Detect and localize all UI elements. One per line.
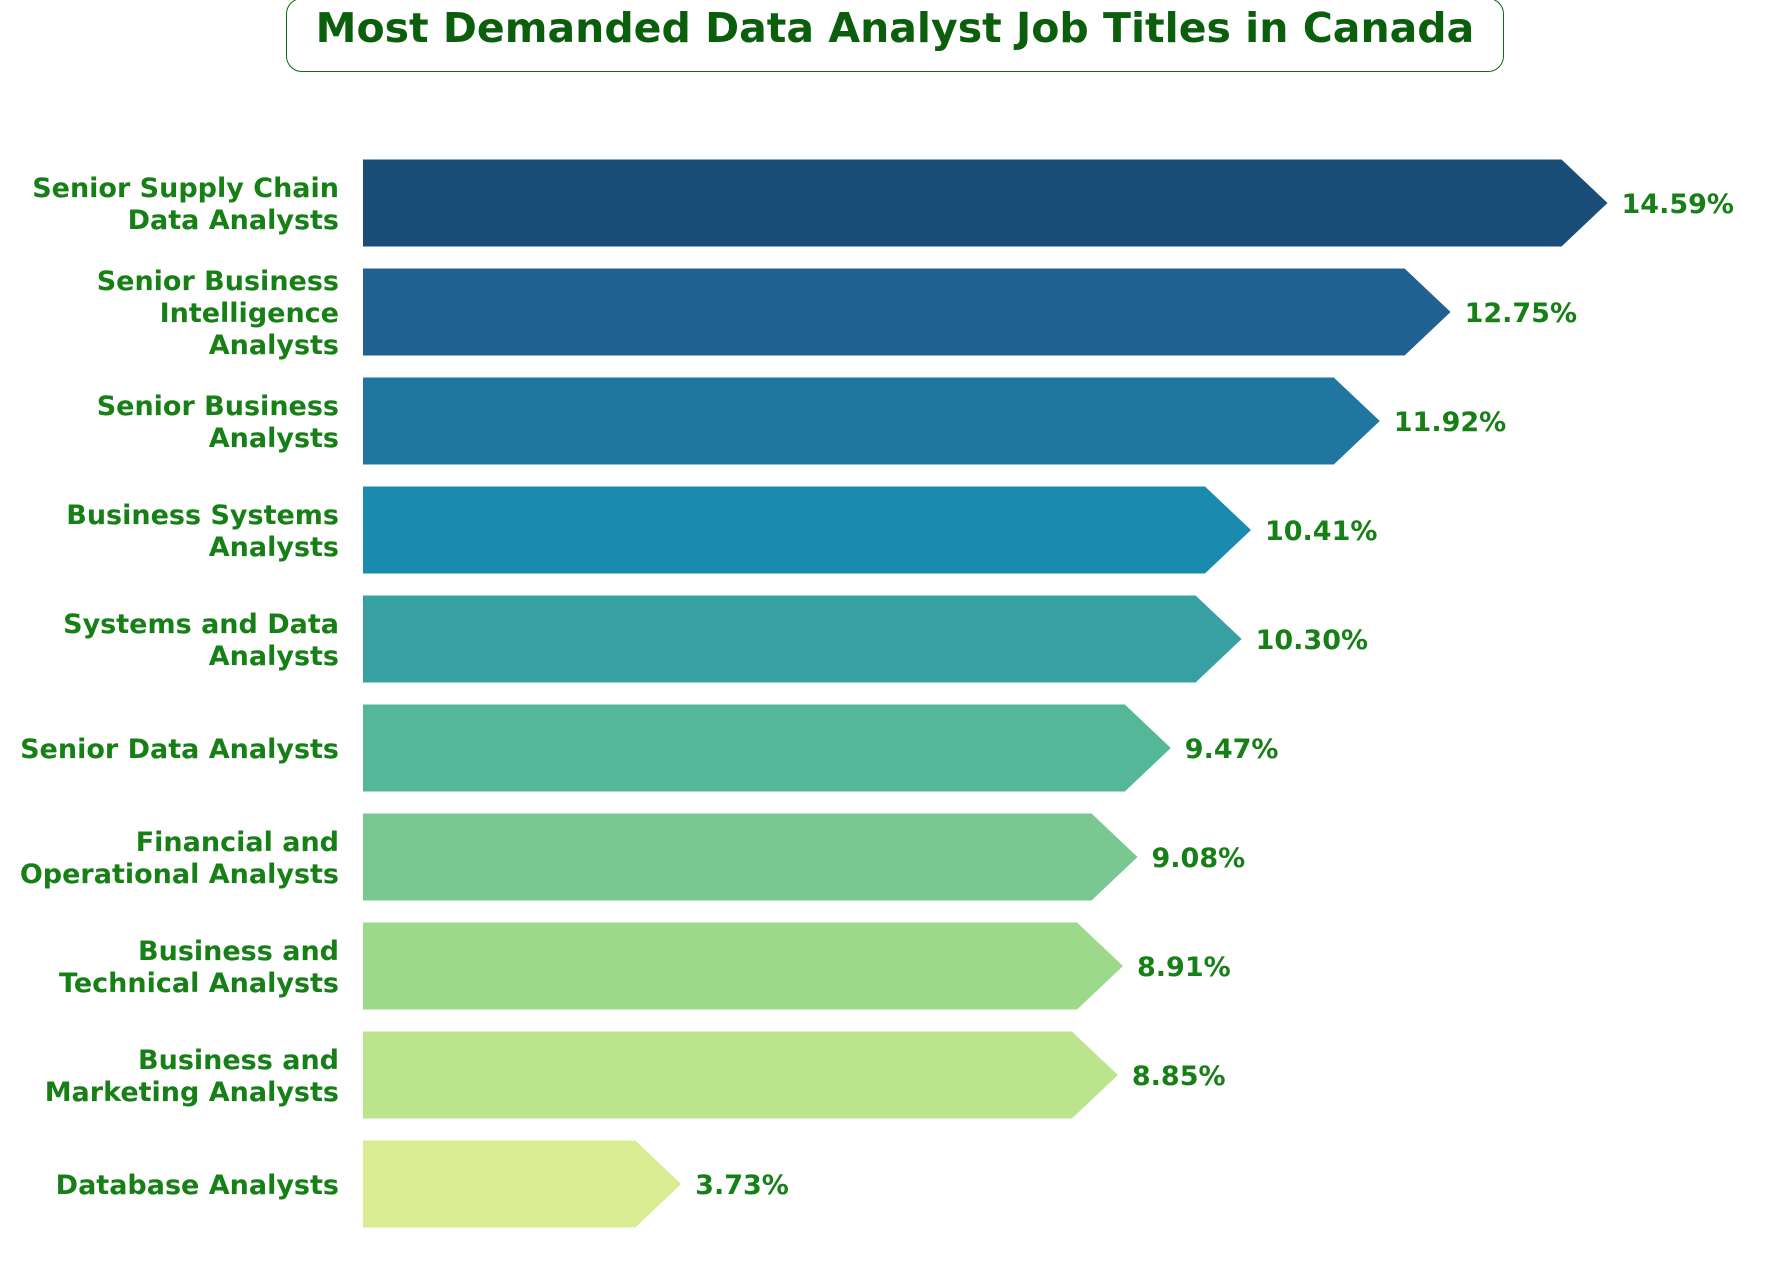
category-label: Business and Technical Analysts	[59, 936, 339, 999]
category-labels: Senior Supply Chain Data Analysts Senior B…	[20, 173, 339, 1201]
bar	[363, 704, 1171, 792]
bar	[363, 922, 1124, 1010]
chart-title: Most Demanded Data Analyst Job Titles in…	[286, 0, 1504, 72]
category-label: Financial and Operational Analysts	[20, 827, 339, 890]
value-labels: 14.59% 12.75% 11.92% 10.41% 10.30% 9.47% 9.08%…	[695, 189, 1734, 1201]
bar	[363, 813, 1138, 901]
category-label: Senior Data Analysts	[20, 734, 339, 765]
category-label: Business Systems Analysts	[66, 500, 339, 563]
value-label: 14.59%	[1622, 189, 1734, 220]
bars-group	[363, 159, 1608, 1228]
bar	[363, 159, 1608, 247]
bar	[363, 595, 1242, 683]
bar	[363, 1140, 682, 1228]
value-label: 10.41%	[1265, 516, 1377, 547]
value-label: 10.30%	[1256, 625, 1368, 656]
value-label: 11.92%	[1394, 407, 1506, 438]
category-label: Senior Business Intelligence Analysts	[97, 266, 339, 361]
value-label: 8.91%	[1137, 952, 1231, 983]
category-label: Business and Marketing Analysts	[45, 1045, 339, 1108]
category-label: Senior Supply Chain Data Analysts	[32, 173, 339, 236]
value-label: 3.73%	[695, 1170, 789, 1201]
value-label: 8.85%	[1132, 1061, 1226, 1092]
bar	[363, 1031, 1118, 1119]
value-label: 12.75%	[1465, 298, 1577, 329]
value-label: 9.08%	[1152, 843, 1246, 874]
category-label: Senior Business Analysts	[97, 391, 339, 454]
bar	[363, 268, 1451, 356]
bar	[363, 377, 1380, 465]
bar	[363, 486, 1251, 574]
category-label: Database Analysts	[56, 1170, 339, 1201]
value-label: 9.47%	[1185, 734, 1279, 765]
category-label: Systems and Data Analysts	[63, 609, 339, 672]
